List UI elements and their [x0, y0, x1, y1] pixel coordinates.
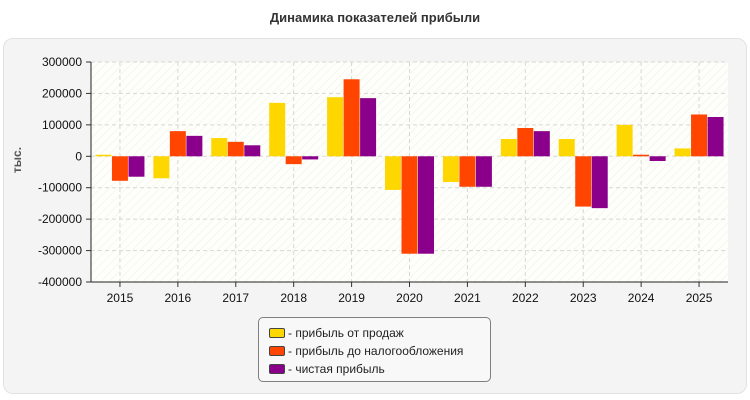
y-tick-label: -100000 [38, 181, 82, 195]
legend-label: - прибыль от продаж [288, 326, 404, 340]
bar-1-2017 [211, 138, 228, 157]
x-tick-label: 2017 [222, 291, 249, 305]
bar-1-2019 [327, 97, 344, 157]
y-tick-label: -200000 [38, 212, 82, 226]
bar-1-2025 [674, 148, 691, 157]
chart-legend: - прибыль от продаж - прибыль до налогооб… [258, 317, 491, 382]
y-tick-label: -300000 [38, 244, 82, 258]
bar-3-2021 [475, 156, 492, 187]
y-axis-label: тыс. [10, 147, 24, 173]
bar-1-2016 [153, 156, 170, 179]
y-tick-label: 100000 [42, 118, 82, 132]
x-tick-label: 2015 [107, 291, 134, 305]
bar-1-2015 [95, 154, 112, 157]
legend-swatch [269, 364, 285, 374]
bar-2-2017 [227, 141, 244, 157]
x-tick-label: 2025 [686, 291, 713, 305]
bar-2-2018 [285, 156, 302, 165]
x-tick-label: 2023 [570, 291, 597, 305]
bar-2-2023 [575, 156, 592, 207]
bar-1-2021 [442, 156, 459, 183]
legend-swatch [269, 328, 285, 338]
legend-item: - чистая прибыль [269, 360, 490, 378]
legend-item: - прибыль до налогообложения [269, 342, 490, 360]
x-tick-label: 2019 [338, 291, 365, 305]
x-tick-label: 2022 [512, 291, 539, 305]
bar-3-2022 [533, 131, 550, 157]
y-tick-label: 200000 [42, 86, 82, 100]
bar-3-2018 [302, 156, 319, 160]
bar-2-2020 [401, 156, 418, 254]
bar-1-2020 [385, 156, 401, 190]
bar-3-2023 [591, 156, 608, 209]
bar-2-2015 [111, 156, 128, 181]
bar-1-2022 [500, 139, 517, 157]
x-tick-label: 2016 [165, 291, 192, 305]
bar-2-2016 [169, 131, 186, 157]
y-tick-label: 0 [75, 149, 82, 163]
bar-1-2018 [269, 102, 286, 157]
bar-2-2025 [691, 114, 708, 157]
bar-3-2024 [649, 156, 666, 161]
bar-2-2019 [343, 79, 360, 157]
y-tick-label: 300000 [42, 55, 82, 69]
x-tick-label: 2024 [628, 291, 655, 305]
legend-item: - прибыль от продаж [269, 324, 490, 342]
bar-3-2019 [360, 98, 377, 157]
legend-label: - прибыль до налогообложения [288, 344, 464, 358]
legend-label: - чистая прибыль [288, 362, 385, 376]
bar-3-2016 [186, 135, 203, 157]
bar-1-2024 [616, 124, 633, 157]
bar-3-2020 [418, 156, 434, 254]
bar-3-2017 [244, 145, 261, 157]
bar-3-2025 [707, 117, 724, 157]
chart-title: Динамика показателей прибыли [269, 10, 481, 25]
y-tick-label: -400000 [38, 275, 82, 289]
x-tick-label: 2020 [396, 291, 423, 305]
legend-swatch [269, 346, 285, 356]
x-tick-label: 2021 [454, 291, 481, 305]
x-tick-label: 2018 [280, 291, 307, 305]
bar-2-2021 [459, 156, 476, 187]
bar-2-2024 [633, 154, 650, 157]
bar-1-2023 [558, 139, 575, 157]
bar-2-2022 [517, 128, 534, 157]
bar-3-2015 [128, 156, 145, 177]
